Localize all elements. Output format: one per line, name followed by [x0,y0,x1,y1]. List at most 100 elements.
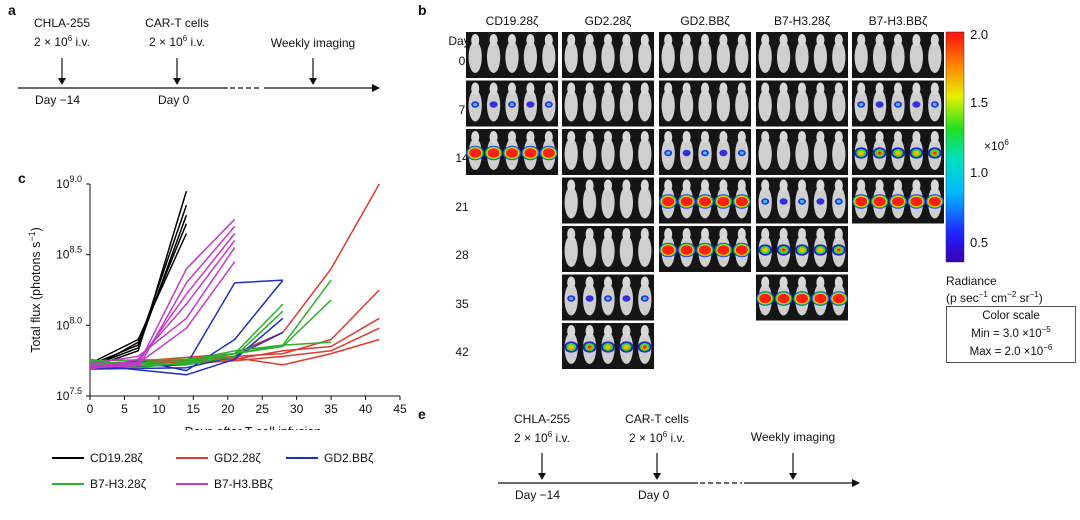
colorbar-tick-1-5: 1.5 [970,95,989,110]
bioluminescence-spot [642,296,647,301]
mouse-head [640,325,649,337]
series-line-4-4 [89,247,236,365]
mouse-head [507,131,517,143]
bioluminescence-spot [739,151,744,155]
mouse-head [585,131,594,143]
mouse-body [661,41,675,73]
bioluminescence-spot [717,245,730,255]
series-line-0-1 [89,204,188,366]
bioluminescence-spot [895,150,901,156]
imaging-cell [659,80,751,127]
mouse-head [640,228,649,240]
mouse-head [664,82,673,95]
y-tick-label: 108.5 [56,245,82,262]
mouse-head [585,228,594,240]
mouse-body [601,138,615,170]
x-tick-label: 40 [359,402,373,416]
bioluminescence-spot [605,344,611,350]
mouse-head [737,82,746,95]
x-tick-label: 15 [187,402,201,416]
mouse-body [638,41,652,73]
timeline-bottom-event-1: CHLA-255 2 × 106 i.v. [513,412,571,445]
bioluminescence-spot [487,148,500,158]
mouse-body [486,41,501,73]
bioluminescence-spot [666,151,671,155]
bioluminescence-spot [680,245,693,255]
bioluminescence-spot [796,293,808,304]
mouse-head [603,179,613,192]
mouse-body [564,138,578,170]
colorbar-tick-0-5: 0.5 [970,235,989,250]
condition-label-1: GD2.28ζ [584,14,632,28]
mouse-body [758,89,772,122]
mouse-head [682,179,691,192]
mouse-head [682,228,691,240]
imaging-cell [562,129,654,175]
mouse-head [834,228,843,240]
mouse-body [795,138,809,170]
mouse-head [893,34,903,46]
bioluminescence-spot [836,199,841,204]
day-label-28: 28 [455,248,469,262]
mouse-body [854,41,868,73]
bioluminescence-spot [569,296,574,301]
y-tick-label: 107.5 [56,386,82,403]
mouse-body [638,235,652,267]
timeline-top-day-1: Day −14 [35,93,81,107]
mouse-head [761,82,770,95]
mouse-body [564,186,578,219]
bioluminescence-spot [777,293,790,304]
condition-label-4: B7-H3.BBζ [868,14,928,28]
mouse-head [834,34,843,46]
mouse-body [679,41,694,73]
bioluminescence-spot [800,199,804,204]
legend-label: GD2.BBζ [324,451,374,465]
mouse-body [832,89,846,122]
mouse-head [640,179,649,192]
imaging-cell [562,80,654,127]
mouse-column-1 [562,32,654,369]
mouse-head [930,179,939,192]
mouse-head [857,34,866,46]
bioluminescence-spot [542,148,555,158]
x-axis-label: Days after T-cell infusion [185,425,322,430]
timeline-bottom-day-1: Day −14 [515,488,561,502]
mouse-body [564,41,578,73]
mouse-body [698,89,712,122]
mouse-head [719,82,728,95]
bioluminescence-spot [912,101,921,108]
mouse-head [912,131,921,143]
mouse-head [640,131,649,143]
panel-letter-c: c [18,170,26,186]
mouse-head [857,131,866,143]
mouse-body [582,89,597,122]
colorbar-multiplier: ×106 [984,138,1009,153]
imaging-cell [562,226,654,272]
mouse-body [679,89,694,122]
mouse-body [582,235,597,267]
mouse-head [603,131,613,143]
mouse-column-0 [466,32,558,175]
mouse-head [526,34,535,46]
day-label-21: 21 [455,199,469,214]
bioluminescence-spot [928,196,941,207]
mouse-head [834,179,843,192]
bioluminescence-spot [913,150,920,156]
imaging-cell [852,177,944,224]
timeline-top-event-2: CAR-T cells 2 × 106 i.v. [145,16,209,49]
imaging-cell [659,177,751,224]
mouse-head [664,228,673,240]
y-tick-label: 109.0 [56,174,82,191]
mouse-head [622,179,631,192]
mouse-body [638,138,652,170]
mouse-body [758,41,772,73]
imaging-cell [466,32,558,78]
x-tick-label: 25 [256,402,270,416]
bioluminescence-spot [910,196,923,207]
mouse-head [761,228,770,240]
mouse-head [544,82,553,95]
condition-label-0: CD19.28ζ [485,14,539,28]
bioluminescence-spot [877,151,882,155]
mouse-head [779,131,788,143]
mouse-body [505,41,519,73]
